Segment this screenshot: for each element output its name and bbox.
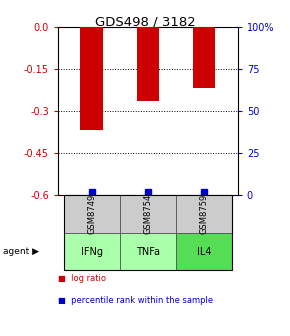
Text: GDS498 / 3182: GDS498 / 3182 (95, 15, 195, 28)
Text: ■  log ratio: ■ log ratio (58, 274, 106, 283)
Text: GSM8754: GSM8754 (143, 194, 153, 234)
Bar (193, 27, 215, 88)
Bar (81, 27, 103, 130)
Text: GSM8759: GSM8759 (200, 194, 209, 234)
Text: IFNg: IFNg (81, 247, 103, 257)
Text: TNFa: TNFa (136, 247, 160, 257)
Text: agent ▶: agent ▶ (3, 247, 39, 256)
Text: ■  percentile rank within the sample: ■ percentile rank within the sample (58, 296, 213, 305)
Text: IL4: IL4 (197, 247, 211, 257)
Text: GSM8749: GSM8749 (87, 194, 96, 234)
Bar (137, 27, 159, 101)
